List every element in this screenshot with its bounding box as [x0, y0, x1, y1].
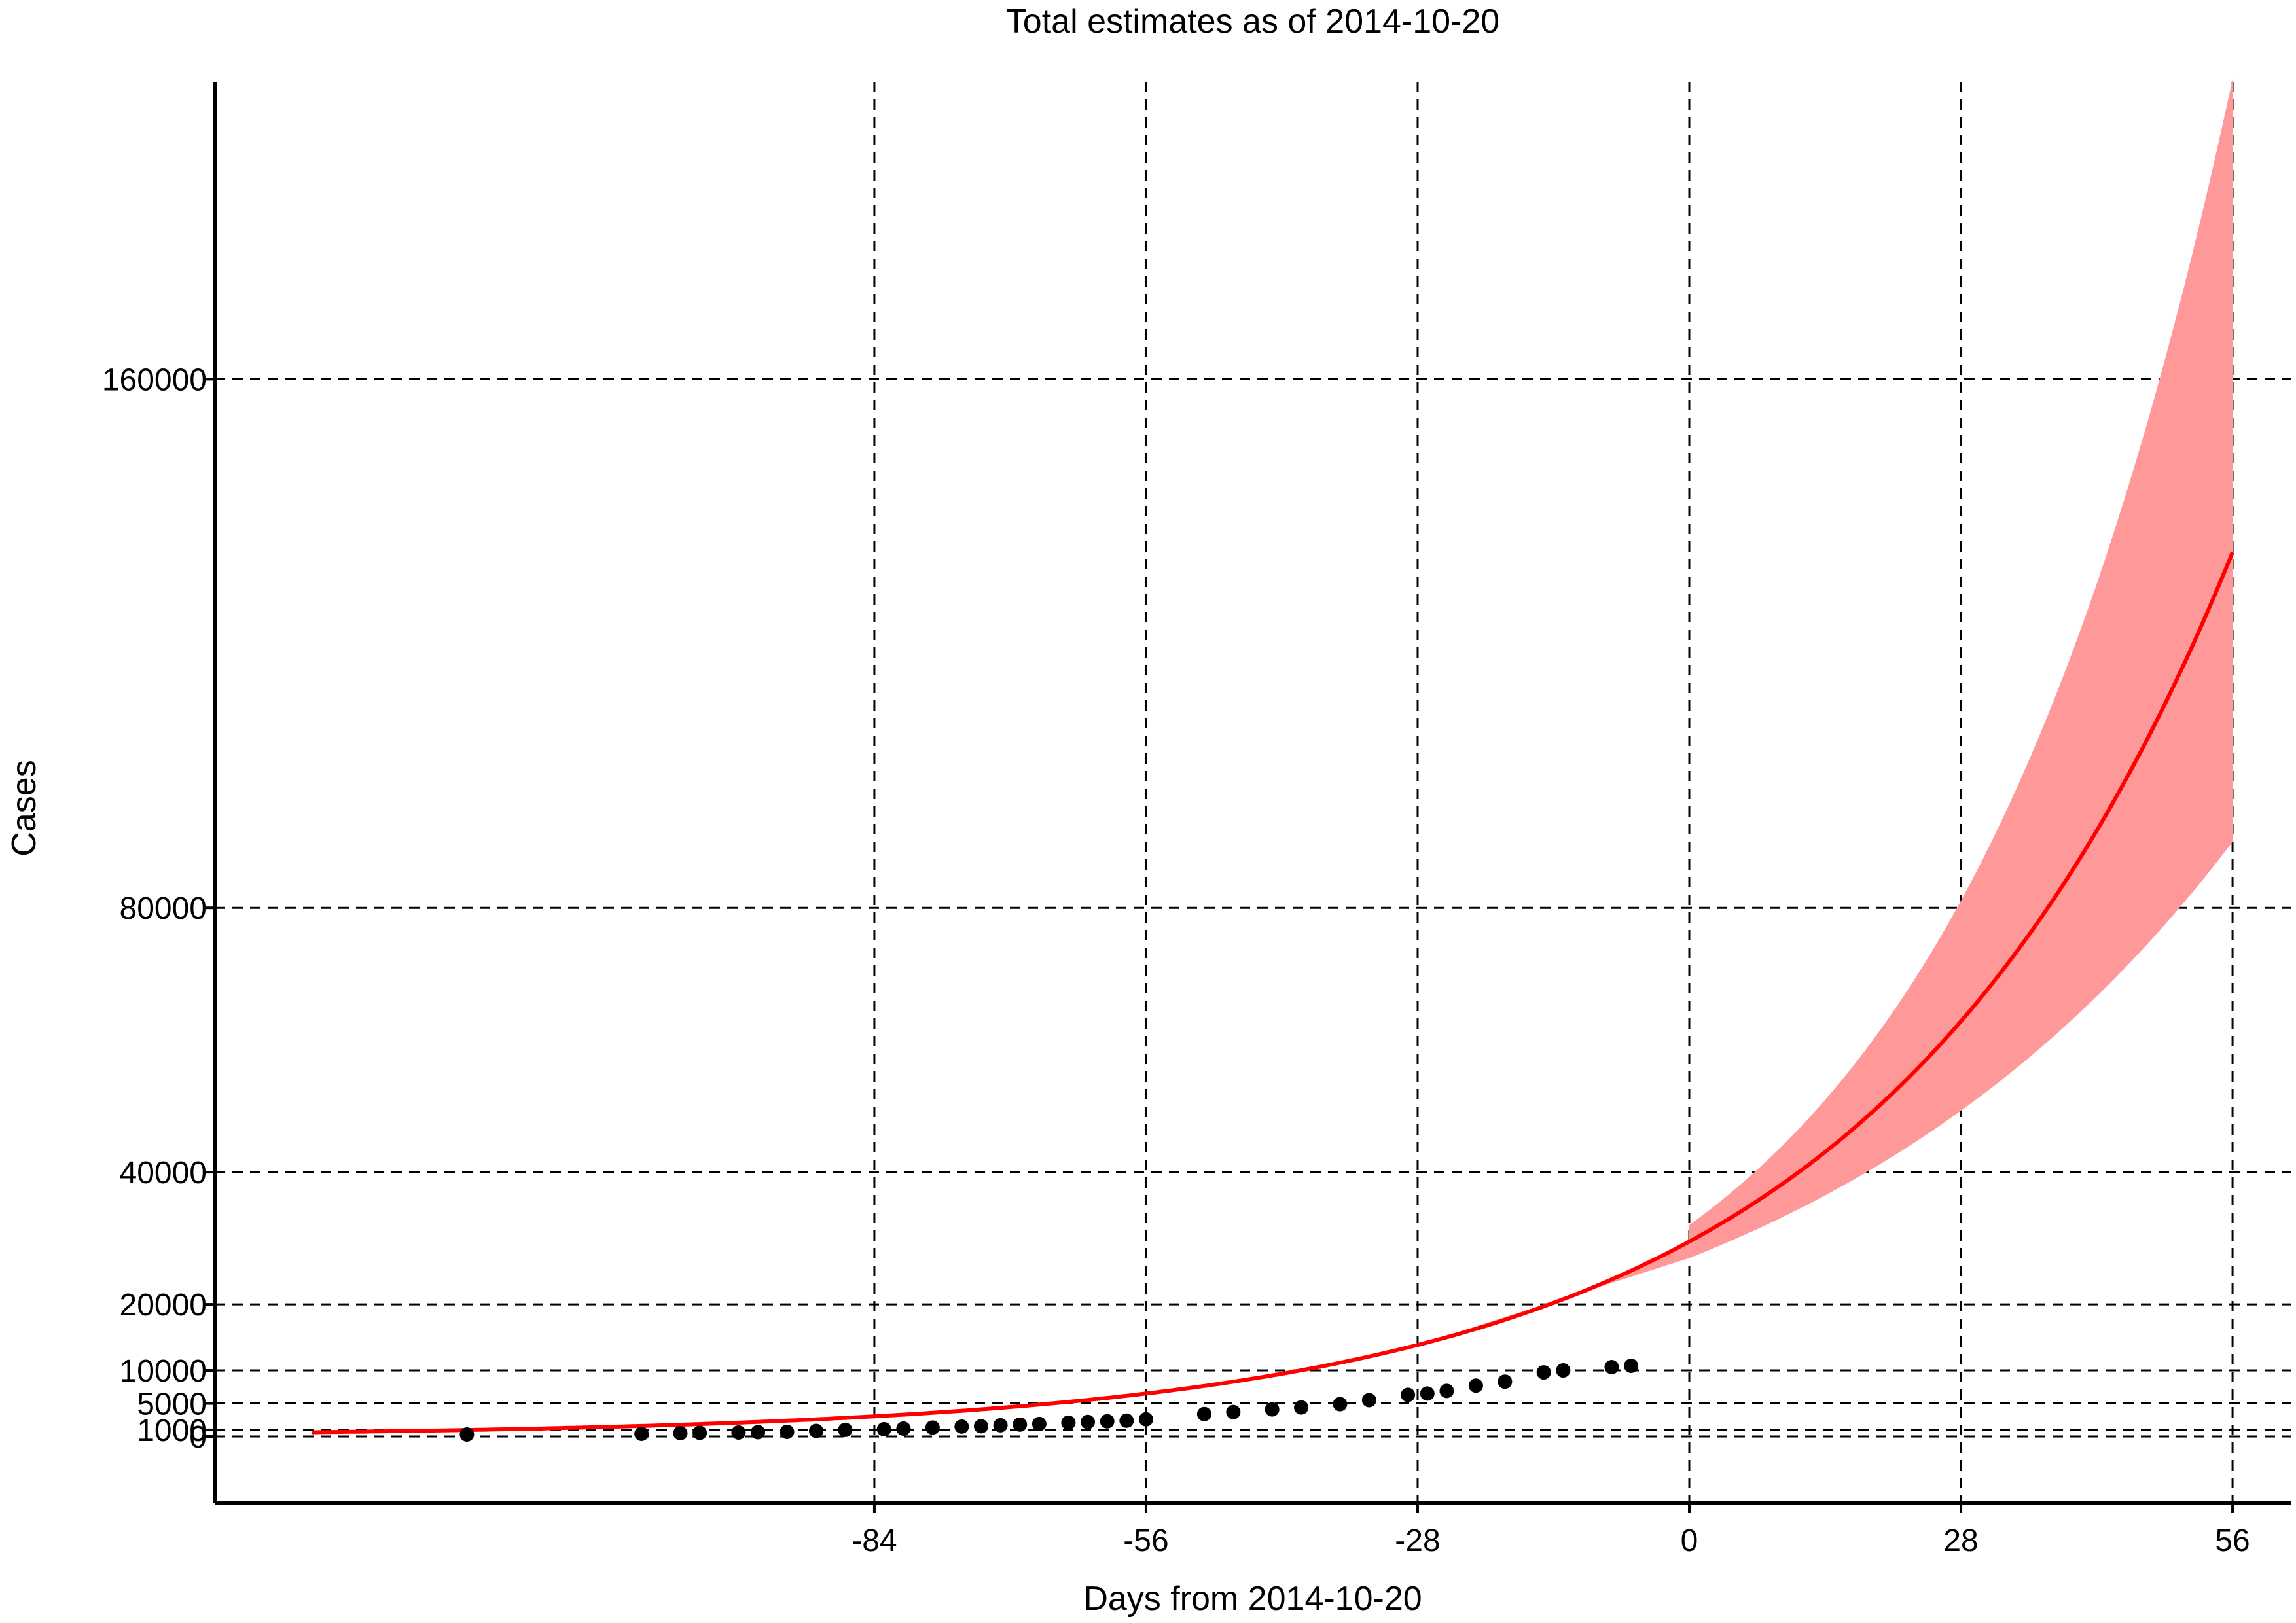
- data-point: [1468, 1378, 1483, 1393]
- data-point: [780, 1424, 795, 1439]
- data-point: [1013, 1417, 1028, 1432]
- data-point: [1604, 1359, 1619, 1374]
- observed-points-layer: [459, 1358, 1639, 1442]
- data-point: [1294, 1400, 1309, 1415]
- data-point: [634, 1426, 649, 1441]
- chart-title: Total estimates as of 2014-10-20: [1006, 3, 1499, 41]
- data-point: [876, 1421, 891, 1436]
- data-point: [1031, 1416, 1047, 1431]
- data-point: [808, 1423, 823, 1438]
- data-point: [1401, 1387, 1416, 1402]
- data-point: [1498, 1374, 1513, 1389]
- data-point: [731, 1425, 746, 1440]
- data-point: [1100, 1414, 1115, 1429]
- data-point: [692, 1425, 708, 1440]
- x-axis-ticks: -84 -56 -28 0 28 56: [852, 1503, 2250, 1558]
- data-point: [1420, 1386, 1435, 1401]
- x-tick-label: 0: [1681, 1524, 1698, 1558]
- y-tick-label: 0: [189, 1420, 207, 1455]
- fitted-curve: [312, 551, 2234, 1435]
- data-point: [954, 1419, 969, 1434]
- data-point: [1265, 1402, 1280, 1417]
- data-point: [1361, 1393, 1376, 1408]
- confidence-band: [1418, 79, 2233, 1346]
- x-tick-label: -84: [852, 1524, 897, 1558]
- y-tick-label: 1000: [137, 1414, 207, 1448]
- y-axis-label: Cases: [5, 760, 43, 856]
- x-tick-label: -28: [1395, 1524, 1440, 1558]
- data-point: [1081, 1414, 1096, 1429]
- data-point: [1556, 1363, 1571, 1378]
- fitted-curve-layer: [312, 551, 2234, 1435]
- data-point: [459, 1427, 475, 1442]
- y-tick-label: 20000: [120, 1288, 207, 1323]
- data-point: [838, 1422, 853, 1437]
- data-point: [973, 1419, 988, 1434]
- y-tick-label: 10000: [120, 1354, 207, 1389]
- y-tick-label: 80000: [120, 891, 207, 926]
- data-point: [1624, 1358, 1639, 1373]
- x-tick-label: 28: [1943, 1524, 1978, 1558]
- x-tick-label: -56: [1123, 1524, 1168, 1558]
- data-point: [1439, 1383, 1454, 1399]
- y-tick-label: 40000: [120, 1156, 207, 1190]
- data-point: [925, 1420, 940, 1435]
- y-tick-label: 160000: [102, 363, 207, 397]
- data-point: [1333, 1397, 1348, 1412]
- data-point: [1138, 1412, 1153, 1427]
- data-point: [1536, 1365, 1551, 1380]
- data-point: [751, 1425, 766, 1440]
- data-point: [1119, 1413, 1134, 1428]
- data-point: [673, 1425, 688, 1440]
- data-point: [1226, 1404, 1241, 1419]
- data-point: [896, 1421, 911, 1436]
- data-point: [1196, 1406, 1211, 1421]
- confidence-band-layer: [1418, 79, 2233, 1346]
- data-point: [993, 1418, 1008, 1433]
- data-point: [1061, 1415, 1076, 1430]
- x-tick-label: 56: [2215, 1524, 2250, 1558]
- x-axis-label: Days from 2014-10-20: [1083, 1580, 1422, 1618]
- y-tick-label: 5000: [137, 1387, 207, 1422]
